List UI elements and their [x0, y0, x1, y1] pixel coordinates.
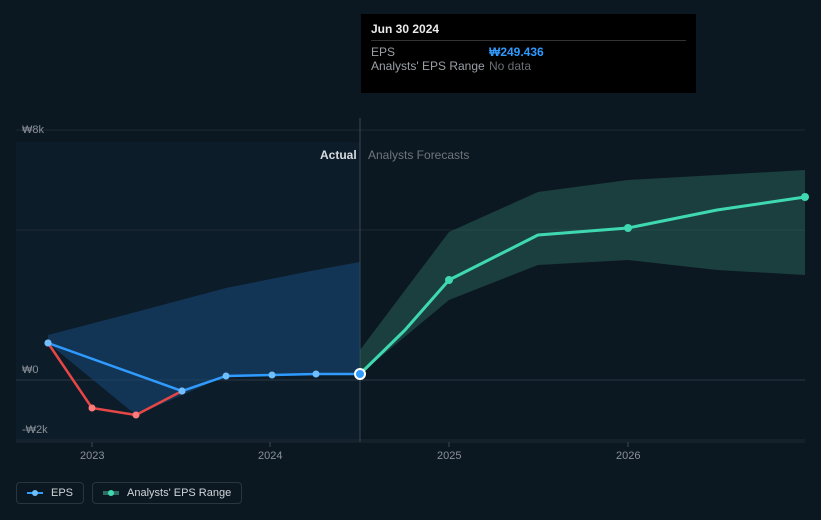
- legend-label: EPS: [51, 487, 73, 499]
- tooltip-label: Analysts' EPS Range: [371, 59, 489, 73]
- x-tick-2026: 2026: [616, 450, 640, 462]
- tooltip-date: Jun 30 2024: [371, 22, 686, 41]
- tooltip-row-eps: EPS ₩249.436: [371, 45, 686, 59]
- legend-swatch-range-icon: [103, 488, 119, 498]
- region-label-actual: Actual: [320, 148, 357, 162]
- eps-chart: ₩8k ₩0 -₩2k 2023 2024 2025 2026 Actual A…: [0, 0, 821, 520]
- tooltip-label: EPS: [371, 45, 489, 59]
- tooltip-row-range: Analysts' EPS Range No data: [371, 59, 686, 73]
- tooltip-value: No data: [489, 59, 531, 73]
- legend-label: Analysts' EPS Range: [127, 487, 231, 499]
- region-label-forecast: Analysts Forecasts: [368, 148, 469, 162]
- legend-item-range[interactable]: Analysts' EPS Range: [92, 482, 242, 504]
- x-tick-2023: 2023: [80, 450, 104, 462]
- x-tick-2024: 2024: [258, 450, 282, 462]
- y-tick-0: ₩0: [22, 364, 39, 376]
- x-tick-2025: 2025: [437, 450, 461, 462]
- y-tick-8k: ₩8k: [22, 124, 44, 136]
- legend-item-eps[interactable]: EPS: [16, 482, 84, 504]
- legend-swatch-eps-icon: [27, 488, 43, 498]
- legend: EPS Analysts' EPS Range: [16, 482, 242, 504]
- chart-tooltip: Jun 30 2024 EPS ₩249.436 Analysts' EPS R…: [361, 14, 696, 93]
- tooltip-value: ₩249.436: [489, 45, 544, 59]
- y-tick-neg2k: -₩2k: [22, 424, 48, 436]
